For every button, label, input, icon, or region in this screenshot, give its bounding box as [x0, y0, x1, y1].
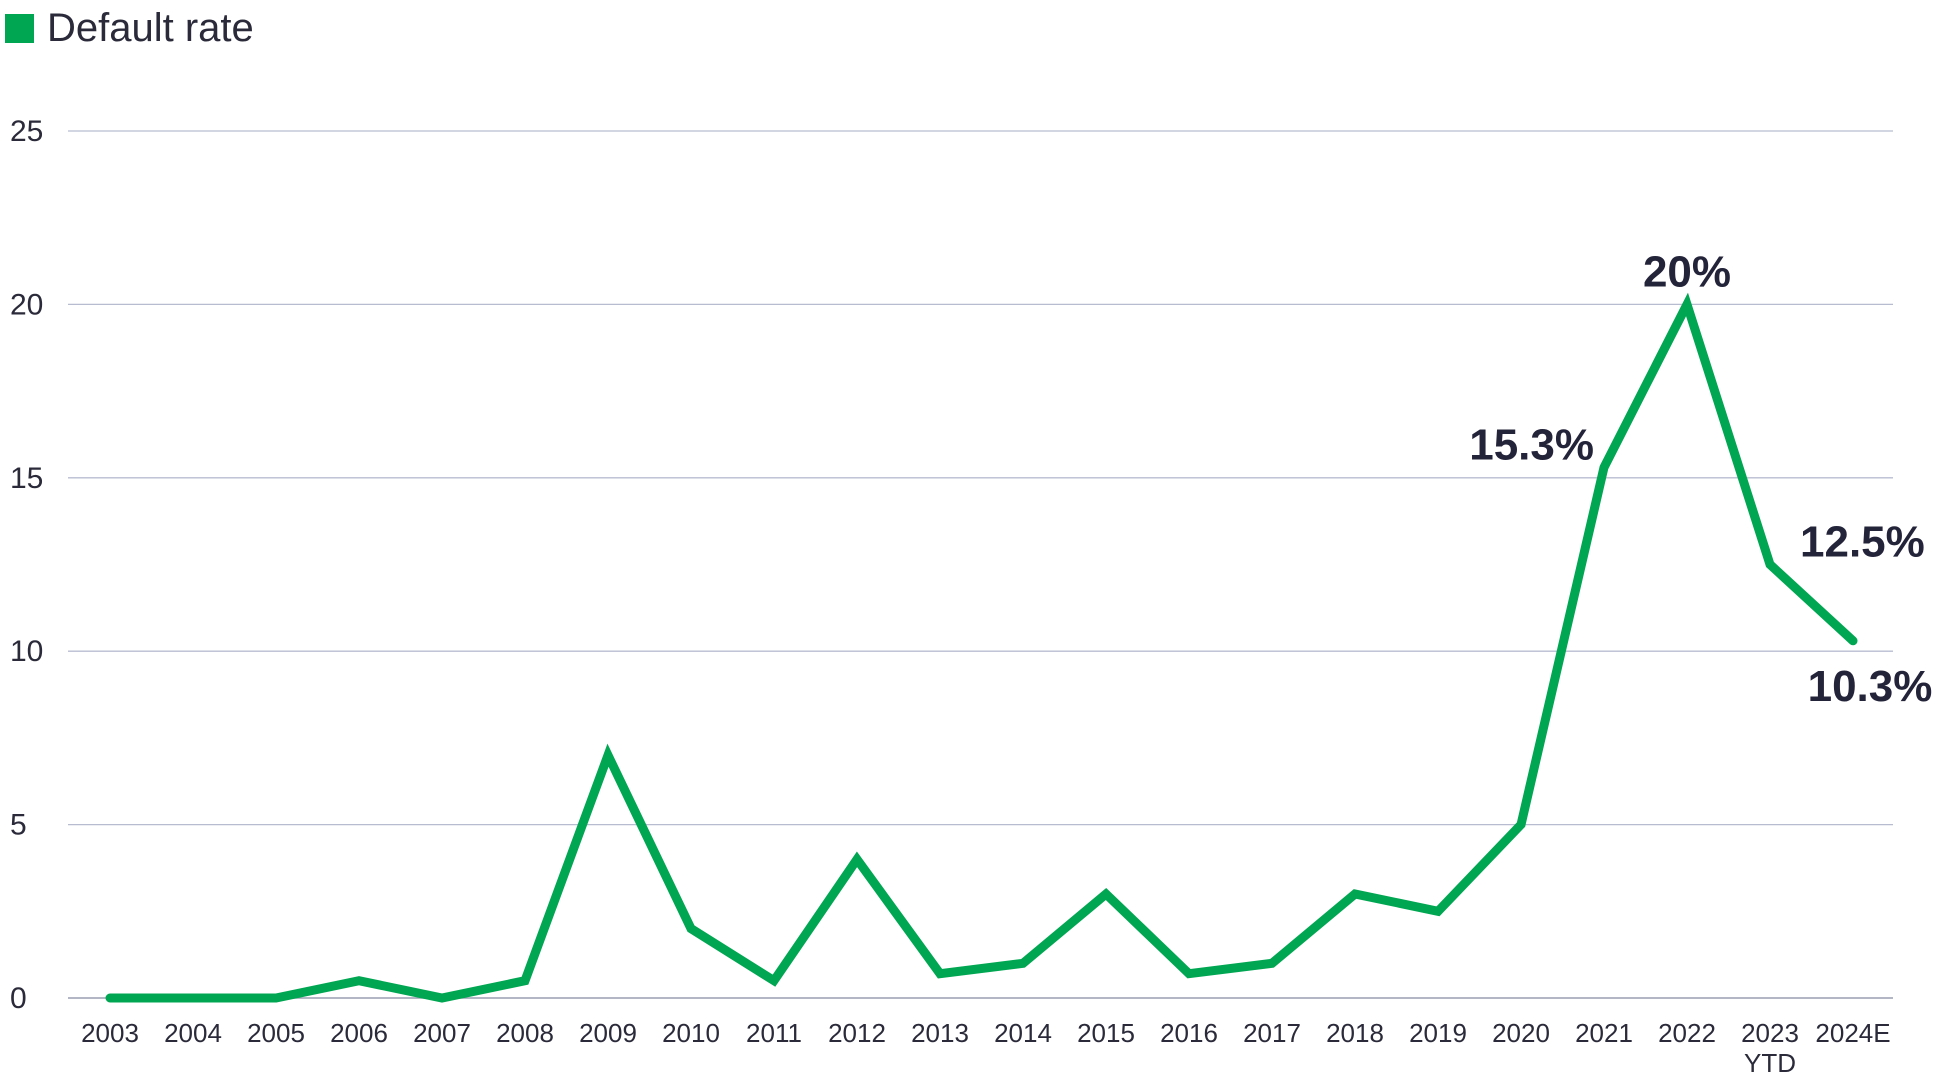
x-tick-label: 2011 — [746, 1018, 802, 1048]
x-tick-label: 2020 — [1492, 1018, 1550, 1048]
x-tick-label: 2017 — [1243, 1018, 1301, 1048]
x-tick-label: 2010 — [662, 1018, 720, 1048]
legend-swatch — [5, 14, 34, 43]
x-tick-label: 2007 — [413, 1018, 471, 1048]
legend-label: Default rate — [47, 6, 254, 50]
x-tick-label: 2024E — [1815, 1018, 1890, 1048]
series-line-0 — [105, 292, 1858, 1003]
x-axis-ticks: 2003 2004 2005 2006 2007 2008 2009 2010 2011 2012… — [81, 1018, 1891, 1076]
x-tick-label: 2023 — [1741, 1018, 1799, 1048]
series-layer — [105, 292, 1858, 1003]
x-tick-label: 2013 — [911, 1018, 969, 1048]
x-tick-label: 2005 — [247, 1018, 305, 1048]
x-tick-label: 2016 — [1160, 1018, 1218, 1048]
x-tick-label: 2008 — [496, 1018, 554, 1048]
data-label: 20% — [1643, 247, 1731, 296]
x-tick-label: 2022 — [1658, 1018, 1716, 1048]
x-tick-sublabel: YTD — [1744, 1048, 1796, 1076]
x-tick-label: 2012 — [828, 1018, 886, 1048]
x-tick-label: 2014 — [994, 1018, 1052, 1048]
x-tick-label: 2019 — [1409, 1018, 1467, 1048]
data-labels: 15.3% 20% 12.5% 10.3% — [1469, 247, 1932, 710]
x-tick-label: 2006 — [330, 1018, 388, 1048]
y-tick-label: 15 — [10, 462, 43, 495]
y-tick-label: 10 — [10, 635, 43, 668]
data-label: 10.3% — [1808, 662, 1933, 711]
x-tick-label: 2003 — [81, 1018, 139, 1048]
x-tick-label: 2015 — [1077, 1018, 1135, 1048]
gridlines — [68, 130, 1893, 999]
y-tick-label: 20 — [10, 288, 43, 321]
x-tick-label: 2004 — [164, 1018, 222, 1048]
data-label: 12.5% — [1800, 518, 1925, 567]
x-tick-label: 2009 — [579, 1018, 637, 1048]
data-label: 15.3% — [1469, 420, 1594, 469]
y-tick-label: 25 — [10, 115, 43, 148]
y-tick-label: 0 — [10, 982, 27, 1015]
y-axis-ticks: 0 5 10 15 20 25 — [10, 115, 43, 1015]
y-tick-label: 5 — [10, 809, 27, 842]
x-tick-label: 2021 — [1575, 1018, 1633, 1048]
x-tick-label: 2018 — [1326, 1018, 1384, 1048]
